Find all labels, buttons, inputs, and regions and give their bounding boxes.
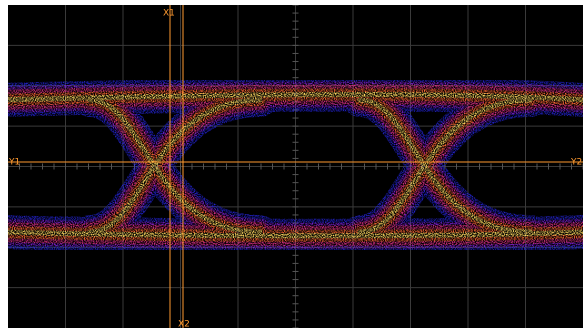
cursor-label: X1 xyxy=(163,9,175,19)
cursor-label: X2 xyxy=(178,320,190,330)
cursor-label: Y2 xyxy=(570,158,582,168)
eye-trace xyxy=(8,92,583,239)
eye-pattern xyxy=(8,77,583,253)
cursor-label: Y1 xyxy=(8,158,20,168)
cursors: X1 X2 Y1 Y2 xyxy=(8,5,583,330)
